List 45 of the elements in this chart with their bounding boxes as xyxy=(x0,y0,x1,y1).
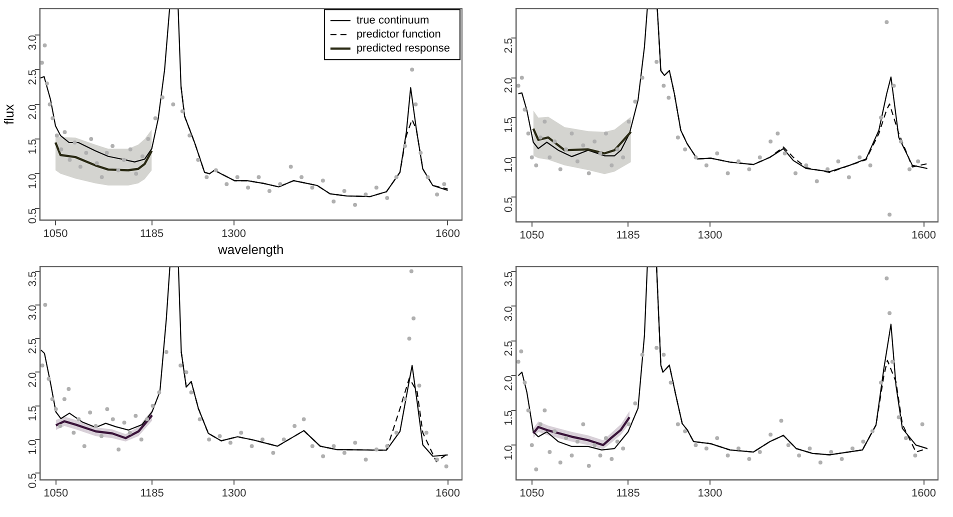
x-tick-label: 1300 xyxy=(222,487,246,500)
x-tick-label: 1050 xyxy=(43,228,68,240)
x-tick-label: 1300 xyxy=(698,229,722,242)
legend-label: true continuum xyxy=(356,14,430,27)
x-tick-label: 1185 xyxy=(140,487,164,500)
y-tick-label: 2.5 xyxy=(503,38,516,54)
legend-label: predicted response xyxy=(356,42,450,55)
x-tick-label: 1600 xyxy=(436,487,460,500)
x-tick-label: 1600 xyxy=(912,229,936,242)
x-tick-label: 1050 xyxy=(44,487,68,500)
y-tick-label: 3.5 xyxy=(503,271,516,287)
y-tick-label: 1.0 xyxy=(26,174,39,190)
y-tick-label: 1.5 xyxy=(27,406,40,422)
y-tick-label: 2.0 xyxy=(26,104,39,120)
y-tick-label: 3.0 xyxy=(27,304,40,320)
legend-label: predictor function xyxy=(356,28,441,41)
x-tick-label: 1185 xyxy=(616,229,640,242)
y-axis-title: flux xyxy=(1,104,16,125)
y-tick-label: 0.5 xyxy=(26,208,39,224)
y-tick-label: 3.0 xyxy=(503,306,516,322)
y-tick-label: 0.5 xyxy=(27,473,40,488)
y-tick-label: 3.5 xyxy=(27,271,40,287)
x-tick-label: 1185 xyxy=(140,228,164,240)
x-tick-label: 1185 xyxy=(616,487,640,500)
x-tick-label: 1600 xyxy=(435,228,460,240)
x-tick-label: 1600 xyxy=(912,487,936,500)
y-tick-label: 2.0 xyxy=(503,376,516,391)
x-tick-label: 1300 xyxy=(222,228,246,240)
x-axis-title: wavelength xyxy=(217,242,284,257)
y-tick-label: 2.5 xyxy=(26,70,39,85)
y-tick-label: 2.5 xyxy=(27,338,40,354)
x-tick-label: 1050 xyxy=(520,487,544,500)
x-tick-label: 1300 xyxy=(698,487,722,500)
y-tick-label: 1.5 xyxy=(503,118,516,133)
x-tick-label: 1050 xyxy=(520,229,544,242)
y-tick-label: 1.0 xyxy=(503,445,516,460)
y-tick-label: 2.0 xyxy=(27,372,40,388)
y-tick-label: 2.0 xyxy=(503,78,516,94)
y-tick-label: 1.0 xyxy=(503,157,516,173)
y-tick-label: 1.5 xyxy=(503,410,516,426)
y-tick-label: 3.0 xyxy=(26,34,39,50)
y-tick-label: 1.0 xyxy=(27,439,40,455)
y-tick-label: 1.5 xyxy=(26,139,39,154)
y-tick-label: 2.5 xyxy=(503,340,516,356)
y-tick-label: 0.5 xyxy=(503,197,516,212)
